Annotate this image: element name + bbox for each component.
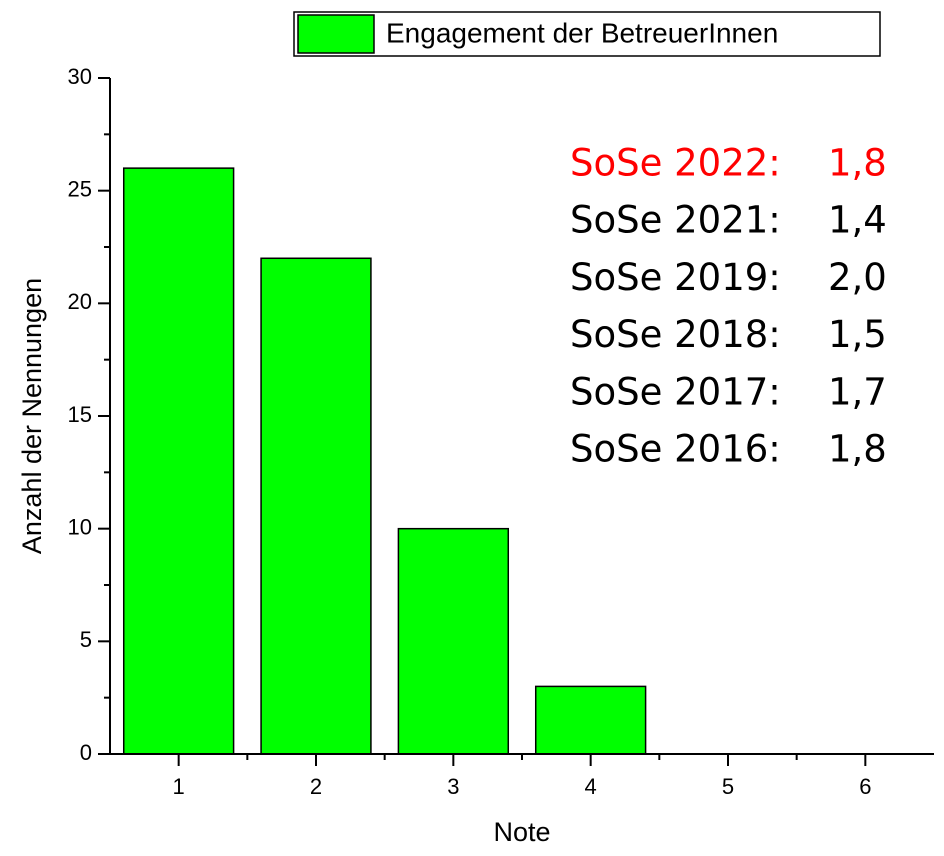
bar: [397, 527, 510, 755]
legend-box: [293, 11, 881, 57]
annotation-value: 2,0: [828, 256, 887, 299]
annotation-term: SoSe 2016:: [570, 428, 781, 471]
legend-label: Engagement der BetreuerInnen: [386, 17, 778, 48]
y-tick-label: 30: [68, 64, 92, 89]
annotation-term: SoSe 2021:: [570, 199, 781, 242]
annotation-term: SoSe 2018:: [570, 313, 781, 356]
annotation-value: 1,8: [828, 142, 887, 185]
annotation-term: SoSe 2022:: [570, 142, 781, 185]
x-tick-label: 1: [173, 774, 185, 799]
y-tick-label: 10: [68, 514, 92, 539]
y-tick-label: 5: [80, 627, 92, 652]
annotation-value: 1,8: [828, 428, 887, 471]
bar: [260, 257, 372, 755]
x-tick-label: 6: [859, 774, 871, 799]
x-tick-label: 2: [310, 774, 322, 799]
annotation-value: 1,4: [828, 199, 887, 242]
annotation-value: 1,7: [828, 370, 887, 413]
y-tick-label: 25: [68, 176, 92, 201]
bar: [122, 167, 235, 755]
bar: [534, 685, 647, 755]
x-tick-label: 4: [585, 774, 597, 799]
y-tick-label: 15: [68, 402, 92, 427]
y-tick-label: 0: [80, 740, 92, 765]
x-tick-label: 3: [447, 774, 459, 799]
annotation-term: SoSe 2017:: [570, 370, 781, 413]
y-axis-label: Anzahl der Nennungen: [17, 278, 47, 554]
annotation-term: SoSe 2019:: [570, 256, 781, 299]
x-tick-label: 5: [722, 774, 734, 799]
x-axis-label: Note: [493, 817, 550, 847]
annotation-value: 1,5: [828, 313, 887, 356]
y-tick-label: 20: [68, 289, 92, 314]
legend-swatch: [297, 14, 375, 54]
